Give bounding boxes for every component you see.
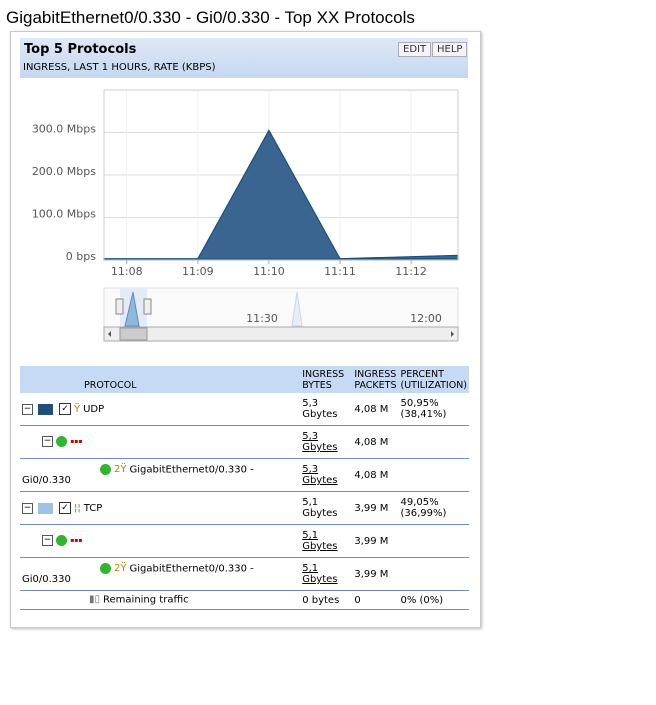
table-row: 2Ÿ GigabitEthernet0/0.330 - Gi0/0.330 5,1… [20, 557, 469, 591]
column-header: PERCENT (UTILIZATION) [398, 366, 469, 393]
packets: 0 [352, 590, 399, 610]
widget-header: Top 5 Protocols INGRESS, LAST 1 HOURS, R… [20, 38, 468, 78]
scrollbar[interactable] [103, 326, 459, 342]
bytes: 5,3 Gbytes [300, 393, 353, 426]
bytes: 5,1 Gbytes [300, 491, 353, 525]
remaining-icon: ▮▯ [89, 594, 101, 606]
navigator-spike [124, 291, 140, 327]
widget [10, 31, 481, 628]
plot-frame [103, 89, 459, 261]
edit-button[interactable]: EDIT [398, 42, 432, 57]
packets: 3,99 M [352, 491, 399, 525]
y-tick-label: 100.0 Mbps [32, 208, 96, 221]
column-header: INGRESS PACKETS [352, 366, 399, 393]
navigator-handle[interactable] [143, 298, 152, 315]
packets: 4,08 M [352, 393, 399, 426]
bytes-link[interactable]: 5,1 Gbytes [302, 563, 338, 585]
column-header: INGRESS BYTES [300, 366, 353, 393]
status-icon [100, 463, 111, 475]
plot [103, 90, 459, 261]
y-tick-label: 200.0 Mbps [32, 165, 96, 178]
chart: 11:30 12:00 0 bps 100.0 Mbps 200.0 Mbps 300… [32, 89, 459, 342]
protocol-name: UDP [83, 404, 105, 415]
percent: 0% (0%) [398, 590, 469, 610]
navigator-frame [103, 287, 459, 328]
interface-icon: 2Ÿ [114, 463, 127, 475]
table-header: PROTOCOL INGRESS BYTES INGRESS PACKETS P… [20, 366, 469, 393]
color-swatch [38, 403, 53, 415]
interface-name: GigabitEthernet0/0.330 - Gi0/0.330 [22, 464, 254, 487]
scrollbar-thumb[interactable] [119, 327, 148, 341]
x-tick-label: 11:10 [253, 265, 285, 278]
collapse-toggle[interactable]: − [42, 535, 53, 547]
navigator: 11:30 12:00 [103, 287, 459, 342]
protocol-icon: Ÿ [74, 403, 81, 415]
navigator-spike [291, 291, 303, 327]
protocol-icon: ¦¦ [74, 502, 81, 514]
bytes[interactable]: 5,3 Gbytes [300, 458, 353, 492]
packets: 3,99 M [352, 557, 399, 591]
status-icon [100, 562, 111, 574]
bytes[interactable]: 5,3 Gbytes [300, 425, 353, 459]
navigator-label: 12:00 [410, 312, 442, 325]
cisco-icon: ▪▪▪ [70, 537, 83, 545]
page-title: GigabitEthernet0/0.330 - Gi0/0.330 - Top… [6, 8, 415, 27]
checkbox[interactable]: ✓ [59, 502, 71, 514]
protocol-table: PROTOCOL INGRESS BYTES INGRESS PACKETS P… [20, 366, 469, 610]
table-row: − ▪▪▪ 5,3 Gbytes 4,08 M [20, 425, 469, 459]
collapse-toggle[interactable]: − [42, 436, 53, 448]
status-icon [56, 535, 68, 547]
x-tick-label: 11:12 [395, 265, 427, 278]
navigator-handle[interactable] [115, 298, 124, 315]
percent: 50,95% (38,41%) [398, 393, 469, 426]
protocol-name: TCP [83, 503, 103, 514]
x-tick-label: 11:09 [182, 265, 214, 278]
collapse-toggle[interactable]: − [22, 502, 33, 514]
color-swatch [38, 502, 53, 514]
checkbox[interactable]: ✓ [59, 403, 71, 415]
bytes: 0 bytes [300, 590, 353, 610]
table-row: 2Ÿ GigabitEthernet0/0.330 - Gi0/0.330 5,3… [20, 458, 469, 492]
status-icon [56, 436, 68, 448]
packets: 3,99 M [352, 524, 399, 558]
help-button[interactable]: HELP [432, 42, 468, 57]
table-row: − ✓ Ÿ UDP 5,3 Gbytes 4,08 M 50,95% (38,41%) [20, 393, 469, 426]
interface-name: GigabitEthernet0/0.330 - Gi0/0.330 [22, 563, 254, 586]
bytes[interactable]: 5,1 Gbytes [300, 524, 353, 558]
x-tick-label: 11:08 [111, 265, 143, 278]
interface-icon: 2Ÿ [114, 562, 127, 574]
packets: 4,08 M [352, 425, 399, 459]
y-tick-label: 0 bps [66, 250, 96, 263]
column-header: PROTOCOL [20, 366, 301, 393]
x-tick-label: 11:11 [324, 265, 356, 278]
collapse-toggle[interactable]: − [22, 403, 33, 415]
y-tick-label: 300.0 Mbps [32, 123, 96, 136]
widget-subtitle: INGRESS, LAST 1 HOURS, RATE (KBPS) [23, 62, 216, 73]
navigator-label: 11:30 [246, 312, 278, 325]
table-row: − ✓ ¦¦ TCP 5,1 Gbytes 3,99 M 49,05% (36,99%… [20, 491, 469, 525]
packets: 4,08 M [352, 458, 399, 492]
area [103, 129, 459, 260]
bytes[interactable]: 5,1 Gbytes [300, 557, 353, 591]
bytes-link[interactable]: 5,3 Gbytes [302, 464, 338, 486]
bytes-link[interactable]: 5,3 Gbytes [302, 431, 338, 453]
widget-title: Top 5 Protocols [24, 42, 137, 57]
percent: 49,05% (36,99%) [398, 491, 469, 525]
bytes-link[interactable]: 5,1 Gbytes [302, 530, 338, 552]
table-row: − ▪▪▪ 5,1 Gbytes 3,99 M [20, 524, 469, 558]
table-row: ▮▯ Remaining traffic 0 bytes 0 0% (0%) [20, 590, 469, 610]
cisco-icon: ▪▪▪ [70, 438, 83, 446]
protocol-name: Remaining traffic [103, 594, 189, 606]
